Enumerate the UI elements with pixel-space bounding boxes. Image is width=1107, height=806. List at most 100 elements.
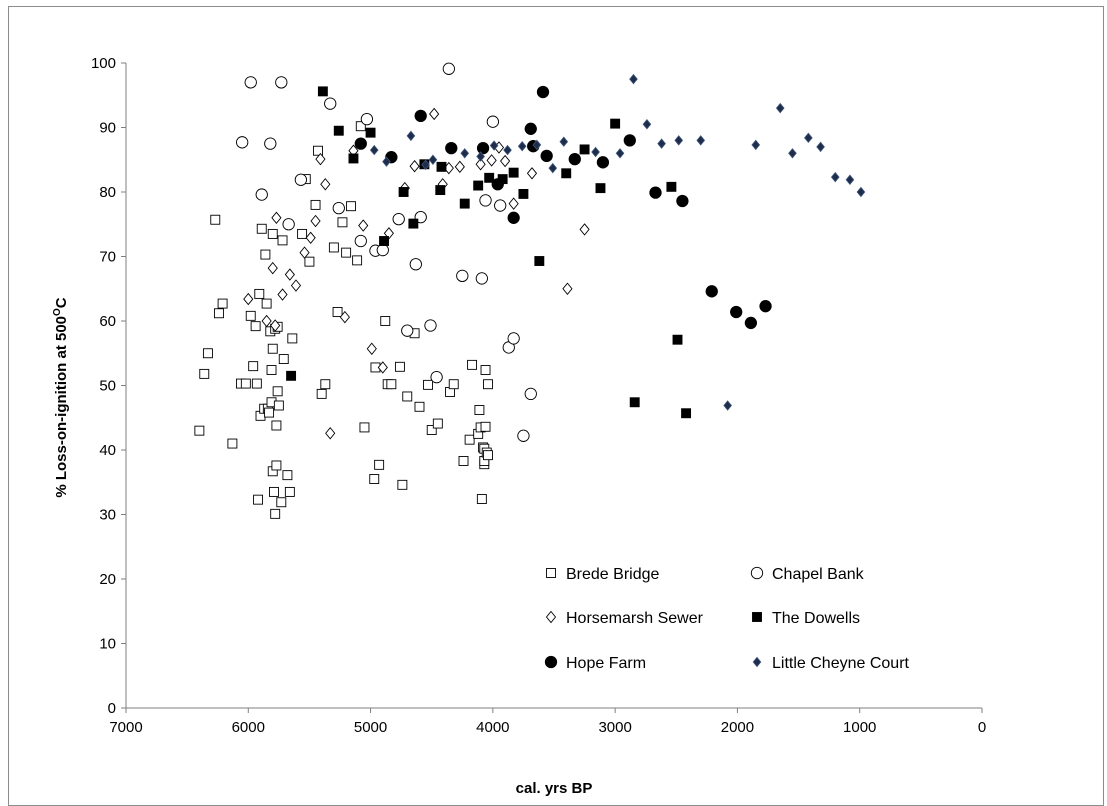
data-point-the-dowells — [508, 167, 519, 178]
data-point-little-cheyne-court — [830, 171, 840, 183]
data-point-little-cheyne-court — [591, 146, 600, 158]
data-point-hope-farm — [445, 141, 458, 155]
data-point-chapel-bank — [479, 194, 492, 207]
data-point-little-cheyne-court — [382, 156, 391, 167]
legend-label-little-cheyne-court: Little Cheyne Court — [772, 655, 910, 672]
data-point-hope-farm — [507, 211, 520, 224]
data-point-hope-farm — [476, 141, 490, 155]
x-axis-title: cal. yrs BP — [516, 780, 593, 797]
data-point-brede-bridge — [355, 121, 366, 132]
data-point-brede-bridge — [278, 354, 289, 365]
data-point-horsemarsh-sewer — [579, 223, 590, 236]
data-point-little-cheyne-court — [816, 141, 825, 153]
y-tick-label: 100 — [91, 55, 116, 72]
data-point-brede-bridge — [194, 425, 205, 436]
data-point-brede-bridge — [271, 460, 282, 471]
data-point-brede-bridge — [202, 348, 213, 359]
data-point-little-cheyne-court — [503, 144, 512, 156]
data-point-chapel-bank — [282, 218, 295, 231]
data-point-chapel-bank — [360, 112, 374, 126]
data-point-chapel-bank — [244, 76, 257, 89]
legend-marker-horsemarsh-sewer — [545, 610, 557, 624]
legend-marker-brede-bridge — [546, 568, 556, 578]
y-tick-label: 90 — [99, 120, 116, 137]
y-tick-label: 50 — [99, 378, 116, 395]
y-tick-label: 0 — [108, 700, 116, 717]
data-point-little-cheyne-court — [489, 140, 499, 151]
x-tick-label: 1000 — [843, 719, 876, 736]
data-point-chapel-bank — [507, 332, 520, 345]
series-hope-farm — [354, 85, 772, 330]
data-point-chapel-bank — [486, 115, 500, 128]
data-point-little-cheyne-court — [559, 136, 569, 147]
legend-item-chapel-bank: Chapel Bank — [750, 566, 865, 583]
data-point-brede-bridge — [320, 379, 331, 390]
data-point-horsemarsh-sewer — [339, 310, 350, 324]
data-point-the-dowells — [484, 172, 495, 183]
data-point-the-dowells — [365, 127, 376, 138]
data-point-little-cheyne-court — [696, 135, 706, 146]
data-point-little-cheyne-court — [845, 174, 855, 185]
y-axis-title-end: C — [53, 297, 70, 308]
legend-label-hope-farm: Hope Farm — [566, 655, 646, 672]
data-point-brede-bridge — [284, 486, 295, 497]
series-the-dowells — [286, 86, 692, 419]
data-point-brede-bridge — [267, 343, 278, 354]
series-chapel-bank — [236, 62, 537, 442]
data-point-brede-bridge — [369, 474, 380, 484]
data-point-horsemarsh-sewer — [320, 178, 331, 191]
data-point-little-cheyne-court — [428, 154, 438, 165]
data-point-horsemarsh-sewer — [454, 160, 465, 174]
legend-marker-chapel-bank — [750, 566, 764, 580]
data-point-horsemarsh-sewer — [290, 279, 302, 292]
data-point-brede-bridge — [386, 379, 397, 390]
x-tick-label: 4000 — [476, 719, 509, 736]
legend-marker-hope-farm — [544, 655, 558, 669]
data-point-brede-bridge — [266, 365, 277, 375]
data-point-brede-bridge — [467, 359, 478, 370]
data-point-chapel-bank — [264, 137, 277, 150]
legend-marker-the-dowells — [752, 612, 762, 622]
data-point-brede-bridge — [483, 450, 493, 461]
data-point-brede-bridge — [483, 379, 493, 390]
x-tick-label: 3000 — [598, 719, 631, 736]
data-point-brede-bridge — [414, 401, 425, 412]
data-point-horsemarsh-sewer — [315, 152, 326, 166]
data-point-hope-farm — [649, 186, 662, 199]
data-point-hope-farm — [524, 122, 537, 135]
data-point-the-dowells — [681, 408, 692, 419]
data-point-brede-bridge — [328, 242, 339, 253]
data-point-the-dowells — [534, 256, 545, 266]
data-point-horsemarsh-sewer — [475, 158, 486, 171]
data-point-brede-bridge — [210, 214, 221, 225]
data-point-little-cheyne-court — [751, 139, 761, 151]
data-point-horsemarsh-sewer — [299, 246, 310, 259]
data-point-brede-bridge — [253, 494, 264, 505]
data-point-hope-farm — [623, 134, 636, 147]
data-point-chapel-bank — [475, 272, 489, 285]
data-point-brede-bridge — [337, 217, 348, 228]
data-point-hope-farm — [744, 316, 758, 330]
data-point-hope-farm — [414, 109, 427, 123]
data-point-hope-farm — [705, 285, 718, 298]
data-point-chapel-bank — [392, 212, 405, 226]
data-point-horsemarsh-sewer — [377, 361, 388, 374]
data-point-the-dowells — [473, 180, 484, 191]
data-point-brede-bridge — [480, 365, 491, 375]
y-axis-title: % Loss-on-ignition at 500OC — [52, 297, 70, 497]
data-point-horsemarsh-sewer — [284, 268, 295, 281]
data-point-brede-bridge — [464, 434, 475, 445]
data-points — [194, 62, 866, 519]
data-point-the-dowells — [348, 153, 359, 164]
data-point-brede-bridge — [426, 425, 437, 435]
data-point-little-cheyne-court — [369, 144, 379, 156]
data-point-horsemarsh-sewer — [325, 427, 336, 440]
data-point-brede-bridge — [267, 228, 278, 239]
data-point-little-cheyne-court — [629, 73, 638, 85]
data-point-hope-farm — [568, 152, 581, 166]
data-point-horsemarsh-sewer — [310, 214, 321, 228]
x-tick-label: 0 — [978, 719, 986, 736]
data-point-hope-farm — [354, 137, 367, 150]
data-point-chapel-bank — [524, 387, 537, 401]
data-point-hope-farm — [759, 300, 772, 313]
